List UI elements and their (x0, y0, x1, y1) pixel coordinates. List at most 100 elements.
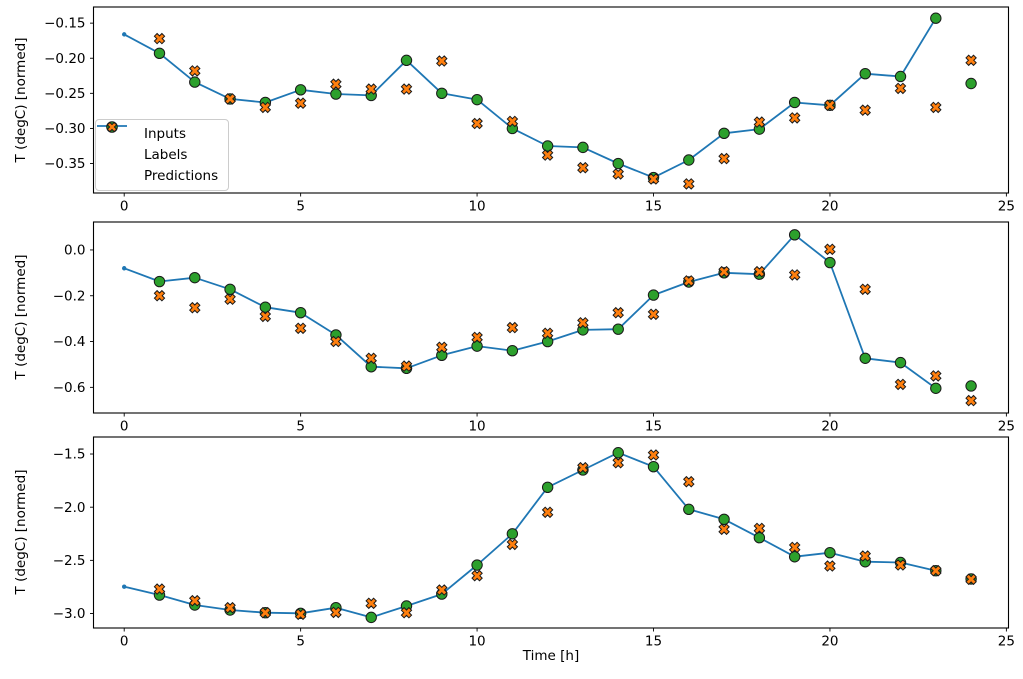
subplot3-inputs-line (123, 451, 937, 619)
subplot1-prediction-marker (647, 173, 660, 185)
subplot1-prediction-marker (859, 104, 871, 116)
subplot3-y-tick-label: −2.5 (53, 553, 86, 569)
subplot1-prediction-marker (824, 99, 836, 112)
subplot3-prediction-marker (612, 456, 624, 469)
subplot3-prediction-marker (683, 475, 695, 488)
subplot3-prediction-marker (224, 601, 236, 614)
subplot2-y-tick-label: −0.6 (53, 380, 86, 396)
subplot1-x-tick-label: 0 (120, 199, 129, 215)
subplot1-label-marker (612, 157, 624, 170)
subplot1-prediction-marker (400, 83, 413, 95)
subplot1-prediction-marker (330, 78, 342, 90)
subplot1-prediction-marker (930, 101, 942, 114)
subplot3-x-tick-label: 10 (468, 634, 485, 650)
subplot1-label-marker (788, 96, 801, 109)
subplot1-label-marker (189, 76, 201, 88)
subplot1-prediction-marker (365, 83, 377, 95)
subplot1-prediction-marker (224, 93, 236, 105)
subplot2-label-marker (859, 352, 871, 364)
subplot2-label-marker (965, 380, 977, 392)
subplot1-prediction-marker (718, 152, 730, 165)
subplot1-label-marker (436, 87, 448, 100)
subplot3-x-tick-label: 25 (998, 634, 1015, 650)
subplot3-prediction-marker (330, 606, 342, 619)
x-axis-label: Time [h] (522, 648, 580, 664)
subplot1-x-tick-label: 20 (821, 199, 838, 215)
subplot3-prediction-marker (647, 449, 660, 461)
subplot2-prediction-marker (647, 308, 660, 321)
subplot2-prediction-marker (294, 322, 307, 335)
subplot2-prediction-marker (365, 352, 377, 365)
subplot1-prediction-marker (788, 112, 801, 124)
subplot3-prediction-marker (718, 523, 730, 536)
subplot3-label-marker (541, 481, 554, 494)
subplot1-inputs-line (123, 17, 937, 179)
subplot1-data-area (121, 12, 977, 190)
legend-entry-labels: Labels (104, 121, 218, 164)
subplot2-prediction-marker (224, 293, 236, 305)
subplot3-prediction-marker (753, 522, 766, 535)
subplot3-prediction-marker (365, 597, 377, 610)
subplot2-label-marker (894, 356, 907, 369)
subplot1-label-marker (471, 93, 483, 106)
subplot1-y-tick-label: −0.30 (44, 121, 85, 137)
subplot2-prediction-marker (400, 360, 413, 372)
subplot2-inputs-point (121, 266, 127, 271)
subplot2-label-marker (612, 323, 624, 335)
subplot2-prediction-marker (753, 265, 766, 278)
subplot2-x-tick-label: 0 (120, 419, 129, 435)
subplot3-prediction-marker (965, 573, 977, 586)
subplot3-y-tick-label: −1.5 (53, 447, 86, 463)
subplot2-prediction-marker (189, 301, 201, 314)
subplot3-prediction-marker (541, 506, 554, 519)
subplot1-prediction-marker (753, 116, 766, 128)
subplot3-prediction-marker (153, 583, 166, 595)
subplot1-label-marker (330, 88, 342, 100)
subplot2-prediction-marker (259, 310, 272, 323)
subplot1-y-tick-label: −0.25 (44, 86, 85, 102)
subplot2-label-marker (930, 382, 942, 394)
subplot3-y-tick-label: −3.0 (53, 606, 86, 622)
subplot3-prediction-marker (859, 550, 871, 562)
subplot1-x-tick-label: 25 (998, 199, 1015, 215)
subplot2-prediction-marker (965, 394, 977, 407)
subplot1-prediction-marker (965, 54, 977, 67)
subplot3-y-axis-label: T (degC) [normed] (13, 469, 29, 595)
subplot2-label-marker (647, 289, 660, 301)
subplot1-prediction-marker (683, 178, 695, 190)
subplot1-label-marker (930, 12, 942, 24)
subplot3-label-marker (647, 460, 660, 473)
subplot3-data-area (121, 447, 977, 624)
subplot2-label-marker (365, 361, 377, 373)
subplot1-prediction-marker (612, 168, 624, 180)
subplot2-label-marker (259, 301, 272, 313)
subplot3-prediction-marker (577, 461, 589, 474)
subplot1-prediction-marker (506, 115, 519, 128)
subplot3-prediction-marker (930, 564, 942, 577)
subplot2-prediction-marker (930, 370, 942, 382)
subplot1-inputs-point (121, 32, 127, 37)
subplot2-label-marker (153, 275, 166, 288)
subplot1-x-tick-label: 5 (296, 199, 305, 215)
subplot1-label-marker (294, 84, 307, 96)
subplot1-prediction-marker (471, 117, 483, 130)
subplot3-label-marker (788, 551, 801, 563)
subplot2-y-tick-label: 0.0 (64, 243, 85, 259)
subplot3-prediction-marker (259, 606, 272, 619)
subplot2-x-tick-label: 5 (296, 419, 305, 435)
legend: Inputs Labels Predictions (95, 119, 230, 191)
subplot2-prediction-marker (612, 306, 624, 319)
subplot2-label-marker (506, 345, 519, 357)
subplot3-prediction-marker (400, 606, 413, 619)
subplot2-prediction-marker (859, 283, 871, 296)
subplot2-prediction-marker (718, 265, 730, 278)
subplot1-label-marker (894, 70, 907, 83)
subplot3-prediction-marker (894, 559, 907, 571)
subplot1-y-tick-label: −0.20 (44, 51, 85, 67)
subplot1-frame (92, 6, 1010, 194)
subplot3-label-marker (683, 503, 695, 516)
legend-label-predictions: Predictions (144, 168, 219, 184)
subplot1-prediction-marker (894, 82, 907, 95)
subplot3-label-marker (718, 513, 730, 526)
